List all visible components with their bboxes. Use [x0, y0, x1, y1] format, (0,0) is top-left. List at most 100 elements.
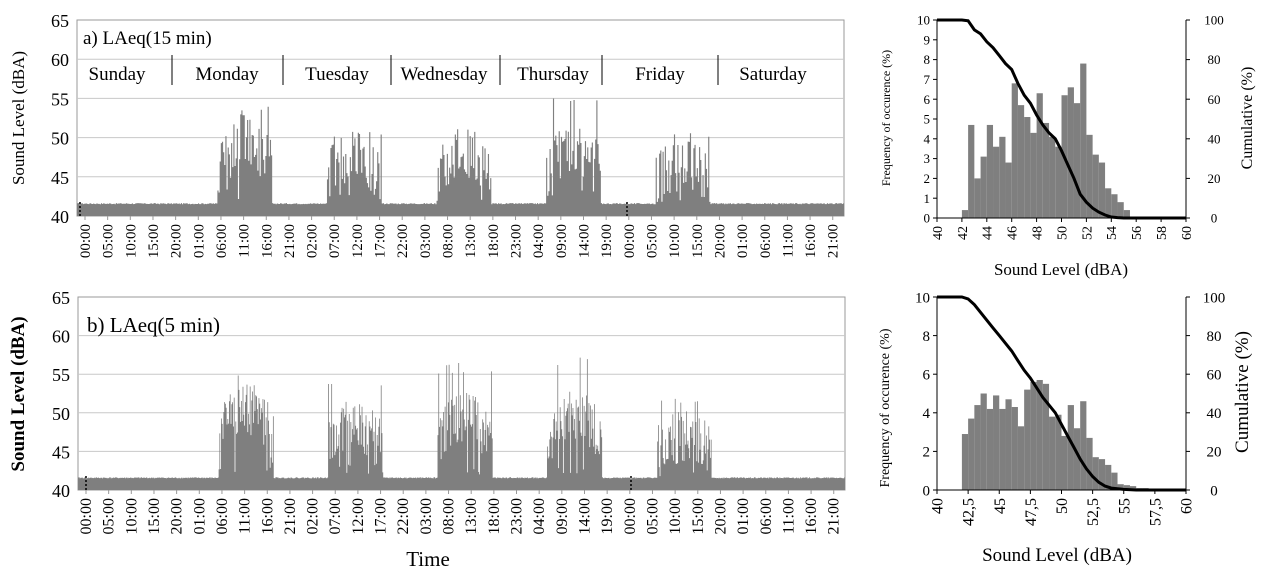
- histogram-bar: [993, 395, 1000, 490]
- x-tick-label: 13:00: [463, 224, 479, 258]
- y-tick-label: 40: [52, 481, 70, 501]
- x-tick-label: 17:00: [373, 224, 389, 258]
- histogram-bar: [1067, 87, 1074, 218]
- y-tick-label: 4: [924, 131, 931, 146]
- x-tick-label: 09:00: [554, 498, 571, 534]
- y-tick-label: 50: [52, 404, 70, 424]
- x-tick-label: 14:00: [576, 498, 593, 534]
- histogram-bar: [1005, 162, 1012, 218]
- x-tick-label: 00:00: [78, 498, 95, 534]
- x-tick-label: 16:00: [803, 224, 819, 258]
- x-tick-label: 44: [981, 226, 996, 240]
- x-tick-labels: 00:00 05:00 10:00 15:00 20:00 01:00 06:00 11:00…: [78, 490, 843, 534]
- x-tick-label: 13:00: [463, 498, 480, 534]
- x-tick-label: 45: [992, 498, 1009, 514]
- histogram-bar: [1055, 414, 1062, 490]
- histogram-bar: [1036, 93, 1043, 218]
- x-tick-label: 20:00: [712, 224, 728, 258]
- x-tick-label: 55: [1116, 498, 1133, 514]
- histogram-bar: [968, 418, 975, 490]
- histogram-bar: [961, 210, 969, 218]
- day-label: Friday: [635, 64, 685, 85]
- x-tick-label: 20:00: [712, 498, 729, 534]
- x-tick-label: 15:00: [690, 498, 707, 534]
- histogram-bar: [1105, 188, 1112, 218]
- histogram-bar: [1030, 132, 1037, 218]
- histogram-bar: [980, 393, 987, 490]
- y2-tick-label: 20: [1208, 171, 1221, 186]
- histogram-bar: [961, 434, 969, 490]
- chart-ts-15min: Sunday Monday Tuesday Wednesday Thursday Frid…: [9, 11, 845, 258]
- x-tick-label: 10:00: [123, 498, 140, 534]
- y2-tick-labels: 0 20 40 60 80 100: [1186, 13, 1224, 226]
- y-tick-label: 8: [923, 329, 931, 345]
- histogram-bar: [1073, 428, 1081, 490]
- y-tick-label: 2: [924, 171, 931, 186]
- histogram-bar: [1011, 407, 1018, 490]
- histogram-bar: [1086, 134, 1093, 218]
- x-tick-label: 21:00: [826, 224, 842, 258]
- x-tick-label: 05:00: [101, 224, 117, 258]
- x-tick-label: 14:00: [576, 224, 592, 258]
- x-tick-label: 01:00: [191, 498, 208, 534]
- y2-tick-labels: 0 20 40 60 80 100: [1186, 290, 1225, 499]
- x-tick-label: 46: [1006, 226, 1021, 240]
- histogram-bar: [986, 124, 994, 218]
- y2-tick-label: 80: [1208, 52, 1221, 67]
- x-tick-label: 50: [1054, 498, 1071, 514]
- y-tick-label: 8: [924, 52, 931, 67]
- histogram-bar: [968, 124, 975, 218]
- y-tick-label: 50: [51, 129, 69, 149]
- x-tick-label: 54: [1105, 226, 1120, 240]
- histogram-bar: [1024, 389, 1031, 490]
- histogram-bar: [1017, 426, 1025, 490]
- x-tick-label: 11:00: [780, 224, 796, 258]
- y-tick-label: 10: [915, 290, 930, 306]
- x-tick-label: 21:00: [282, 498, 299, 534]
- chart-ts-5min: b) LAeq(5 min) 40 45 50 55 60 65 00:00 05:00 10…: [8, 288, 846, 570]
- level-bars: [78, 357, 845, 490]
- x-tick-label: 02:00: [305, 498, 322, 534]
- x-tick-label: 20:00: [169, 224, 185, 258]
- y2-tick-label: 60: [1207, 367, 1222, 383]
- x-tick-label: 08:00: [441, 224, 457, 258]
- x-tick-label: 04:00: [531, 224, 547, 258]
- x-tick-label: 06:00: [758, 224, 774, 258]
- x-tick-label: 15:00: [690, 224, 706, 258]
- x-tick-label: 11:00: [780, 498, 797, 534]
- histogram-bar: [986, 408, 994, 490]
- histogram-bar: [1117, 202, 1124, 218]
- histogram-bar: [1098, 459, 1106, 490]
- x-axis-label: Time: [406, 547, 450, 570]
- x-tick-label: 47,5: [1023, 498, 1040, 526]
- y2-tick-label: 100: [1203, 290, 1226, 306]
- histogram-bar: [1111, 194, 1118, 218]
- x-tick-label: 56: [1130, 226, 1145, 240]
- y-tick-label: 60: [52, 327, 70, 347]
- x-tick-label: 21:00: [282, 224, 298, 258]
- y2-tick-label: 40: [1208, 131, 1221, 146]
- histogram-bar: [980, 156, 987, 218]
- histogram-bar: [1061, 435, 1068, 490]
- histogram-bar: [999, 136, 1006, 218]
- histogram-bar: [1042, 122, 1050, 218]
- y-axis-label: Sound Level (dBA): [8, 316, 29, 471]
- histogram-bar: [1073, 103, 1081, 218]
- histogram-bar: [1086, 437, 1093, 490]
- x-tick-label: 11:00: [237, 498, 254, 534]
- histogram-bar: [1092, 154, 1099, 218]
- x-tick-label: 05:00: [101, 498, 118, 534]
- x-tick-label: 48: [1031, 226, 1046, 240]
- histogram-bar: [1080, 401, 1087, 490]
- histogram-bar: [1011, 83, 1018, 218]
- x-tick-label: 12:00: [350, 224, 366, 258]
- x-tick-label: 17:00: [373, 498, 390, 534]
- histogram-bar: [999, 408, 1006, 490]
- histogram-bar: [1123, 485, 1130, 490]
- x-tick-label: 21:00: [826, 498, 843, 534]
- cumulative-line: [937, 295, 1186, 492]
- x-tick-labels: 40 42 44 46 48 50 52 54 56 58 60: [931, 218, 1195, 240]
- day-label: Monday: [195, 64, 259, 85]
- histogram-bar: [1117, 484, 1124, 490]
